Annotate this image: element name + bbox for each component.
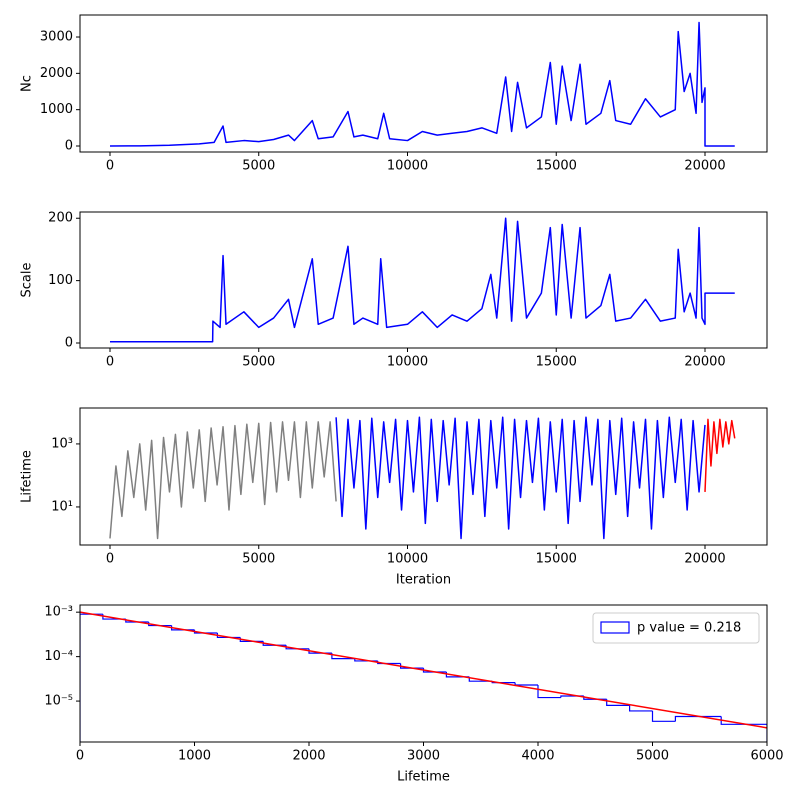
y-tick-label: 10⁻⁵ — [44, 694, 73, 709]
x-tick-label: 0 — [76, 749, 84, 764]
x-tick-label: 20000 — [684, 552, 725, 567]
histogram-bin — [744, 723, 767, 742]
y-tick-label: 0 — [65, 139, 73, 154]
x-tick-label: 20000 — [684, 355, 725, 370]
x-tick-label: 15000 — [536, 552, 577, 567]
x-tick-label: 3000 — [407, 749, 440, 764]
histogram-bin — [629, 705, 653, 712]
x-tick-label: 5000 — [242, 159, 275, 174]
histogram-bin — [720, 716, 745, 725]
y-axis-label: Scale — [20, 263, 35, 298]
panel: 0 5000 10000 15000 20000 0 100 200 Scale — [20, 211, 768, 370]
y-tick-label: 100 — [48, 273, 73, 288]
plot-area — [80, 611, 767, 742]
x-tick-label: 15000 — [536, 355, 577, 370]
data-line — [335, 416, 706, 540]
x-axis-label: Lifetime — [397, 770, 450, 785]
x-tick-label: 5000 — [242, 552, 275, 567]
axes-frame — [79, 407, 768, 546]
x-tick-label: 10000 — [387, 159, 428, 174]
x-tick-label: 5000 — [636, 749, 669, 764]
legend-swatch — [600, 621, 630, 634]
legend-box — [592, 612, 760, 644]
y-tick-label: 10³ — [51, 436, 73, 451]
histogram-bin — [514, 682, 538, 686]
y-tick-label: 10¹ — [51, 499, 73, 514]
y-tick-label: 3000 — [40, 30, 73, 45]
y-tick-label: 200 — [48, 211, 73, 226]
x-tick-label: 6000 — [750, 749, 783, 764]
x-tick-label: 10000 — [387, 355, 428, 370]
x-axis-label: Iteration — [396, 573, 451, 588]
x-tick-label: 2000 — [292, 749, 325, 764]
x-tick-label: 4000 — [521, 749, 554, 764]
y-tick-label: 10⁻³ — [44, 605, 73, 620]
y-tick-label: 10⁻⁴ — [44, 649, 73, 664]
axes-frame — [79, 211, 768, 349]
panel: 0 1000 2000 3000 4000 5000 6000 10⁻³ 10⁻⁴ 10⁻⁵ Lif… — [44, 604, 784, 785]
x-tick-label: 0 — [106, 355, 114, 370]
plot-area — [109, 217, 735, 343]
axes-frame — [79, 14, 768, 153]
y-tick-label: 2000 — [40, 66, 73, 81]
data-line — [109, 217, 735, 343]
histogram-bin — [674, 715, 699, 722]
y-tick-label: 1000 — [40, 102, 73, 117]
data-line — [704, 418, 736, 492]
plot-area — [109, 416, 736, 540]
y-axis-label: Lifetime — [20, 450, 35, 503]
panel: 0 5000 10000 15000 20000 10¹ 10³ Iteration Lifet… — [20, 407, 768, 588]
x-tick-label: 15000 — [536, 159, 577, 174]
y-tick-label: 0 — [65, 336, 73, 351]
x-tick-label: 0 — [106, 552, 114, 567]
data-line — [80, 611, 767, 729]
legend-label: p value = 0.218 — [637, 621, 741, 636]
x-tick-label: 10000 — [387, 552, 428, 567]
data-line — [109, 21, 735, 147]
x-tick-label: 20000 — [684, 159, 725, 174]
y-axis-label: Nc — [20, 75, 35, 92]
data-line — [109, 421, 337, 540]
plot-area — [109, 21, 735, 147]
x-tick-label: 0 — [106, 159, 114, 174]
x-tick-label: 1000 — [178, 749, 211, 764]
x-tick-label: 5000 — [242, 355, 275, 370]
panel: 0 5000 10000 15000 20000 0 1000 2000 3000 Nc — [20, 14, 768, 174]
histogram-bin — [80, 613, 103, 742]
histogram-bin — [651, 710, 676, 722]
